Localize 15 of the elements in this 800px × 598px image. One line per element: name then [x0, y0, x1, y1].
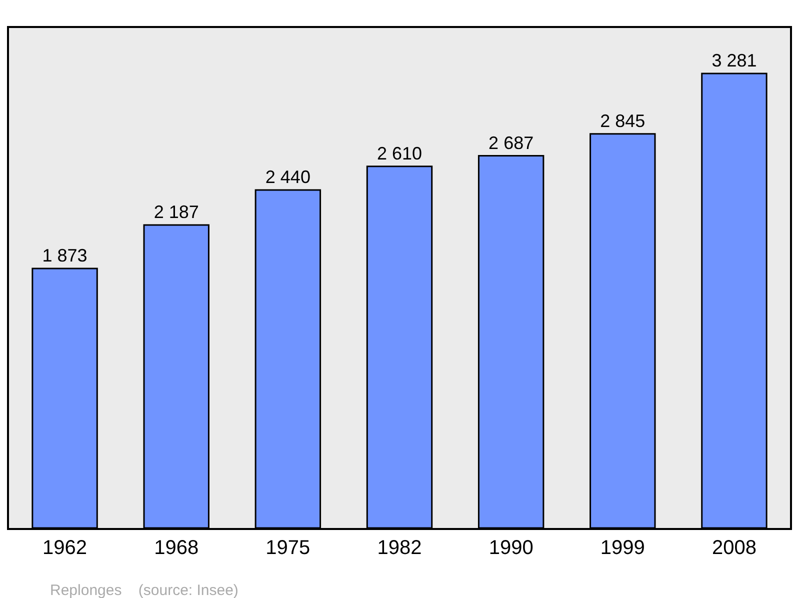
x-tick-label: 1975: [266, 537, 310, 559]
x-tick-label: 1999: [600, 537, 645, 559]
x-tick-label: 1982: [377, 537, 422, 559]
data-label: 2 187: [154, 202, 199, 222]
x-tick-label: 1962: [42, 537, 88, 559]
data-label: 1 873: [42, 246, 88, 266]
x-tick-label: 1990: [488, 537, 534, 559]
x-tick-label: 2008: [712, 537, 756, 559]
data-label: 2 687: [488, 132, 534, 153]
data-label: 2 845: [600, 110, 646, 131]
text: Replonges (source: Insee): [50, 582, 238, 598]
data-label: 2 440: [265, 166, 310, 187]
data-label: 3 281: [712, 50, 757, 70]
x-tick-label: 1968: [154, 537, 199, 559]
data-label: 2 610: [376, 143, 422, 164]
